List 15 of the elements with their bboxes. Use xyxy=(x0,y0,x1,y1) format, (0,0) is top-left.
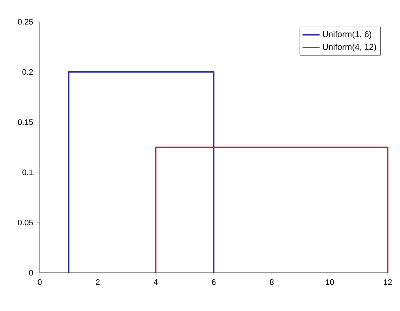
y-tick-label: 0.2 xyxy=(22,69,34,76)
y-tick-label: 0 xyxy=(29,270,34,276)
x-tick-label: 8 xyxy=(270,280,274,286)
legend-label: Uniform(4, 12) xyxy=(323,44,376,52)
x-tick-label: 12 xyxy=(384,280,392,286)
x-tick-label: 2 xyxy=(96,280,100,286)
y-tick-label: 0.15 xyxy=(18,120,34,126)
x-tick-label: 4 xyxy=(154,280,158,286)
y-tick-label: 0.05 xyxy=(18,220,34,226)
y-tick-label: 0.25 xyxy=(18,19,34,25)
x-tick-label: 0 xyxy=(38,280,42,286)
x-tick-label: 10 xyxy=(326,280,334,286)
legend-label: Uniform(1, 6) xyxy=(323,31,372,40)
y-tick-label: 0.1 xyxy=(22,170,34,176)
x-tick-label: 6 xyxy=(212,280,216,286)
